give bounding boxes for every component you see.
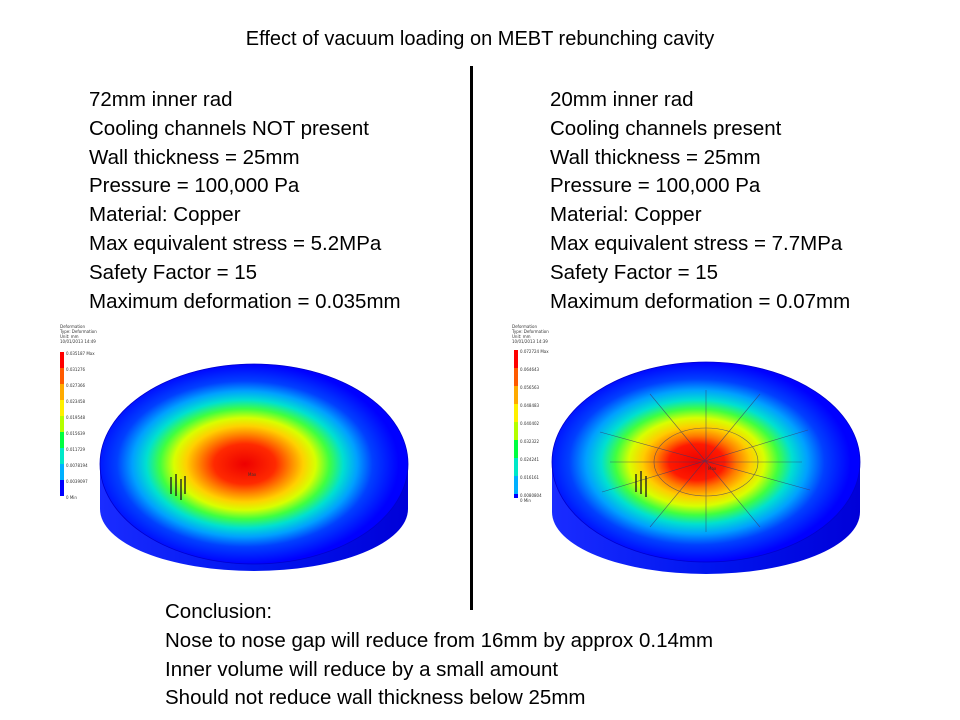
vertical-divider	[470, 66, 473, 610]
right-legend-value-10: 0 Min	[520, 498, 531, 503]
left-legend-value-9: 0.0039097	[66, 479, 88, 484]
left-deformation-plot: Deformation Type: Deformation Unit: mm 1…	[59, 324, 409, 571]
left-legend: Deformation Type: Deformation Unit: mm 1…	[59, 324, 97, 500]
conclusion-block: Conclusion: Nose to nose gap will reduce…	[165, 598, 713, 713]
left-legend-value-6: 0.015639	[66, 431, 86, 436]
left-legend-date: 10/01/2013 14:49	[60, 339, 96, 344]
right-inner-radius: 20mm inner rad	[550, 88, 694, 111]
right-legend-date: 10/01/2013 14:39	[512, 339, 548, 344]
right-safety-factor: Safety Factor = 15	[550, 260, 719, 284]
right-deformation-plot: Deformation Type: Deformation Unit: mm 1…	[511, 324, 861, 574]
left-legend-value-10: 0 Min	[66, 495, 77, 500]
right-cooling-channel-lines	[599, 390, 811, 532]
right-legend-value-8: 0.016161	[520, 475, 540, 480]
right-probe-marks	[635, 471, 647, 497]
conclusion-heading: Conclusion:	[165, 600, 273, 623]
left-legend-value-4: 0.023458	[66, 399, 86, 404]
left-safety-factor: Safety Factor = 15	[89, 260, 258, 284]
right-legend-value-9: 0.0080804	[520, 493, 542, 498]
slide-title: Effect of vacuum loading on MEBT rebunch…	[245, 28, 715, 50]
left-legend-type: Type: Deformation	[59, 329, 97, 334]
right-max-stress: Max equivalent stress = 7.7MPa	[550, 231, 843, 255]
right-legend-type: Type: Deformation	[511, 329, 549, 334]
right-legend-value-6: 0.032322	[520, 439, 540, 444]
right-legend-value-7: 0.024241	[520, 457, 540, 462]
left-legend-value-8: 0.0078194	[66, 463, 88, 468]
right-legend-value-3: 0.056563	[520, 385, 540, 390]
right-legend-value-5: 0.040402	[520, 421, 540, 426]
conclusion-gap: Nose to nose gap will reduce from 16mm b…	[165, 628, 714, 652]
left-material: Material: Copper	[89, 203, 241, 227]
left-probe-marks	[170, 474, 186, 500]
left-pressure: Pressure = 100,000 Pa	[89, 174, 300, 198]
right-wall-thickness: Wall thickness = 25mm	[550, 145, 761, 169]
conclusion-wall-thickness: Should not reduce wall thickness below 2…	[165, 686, 586, 710]
right-legend-value-2: 0.064643	[520, 367, 540, 372]
left-legend-unit: Unit: mm	[60, 334, 79, 339]
left-cooling-channels: Cooling channels NOT present	[89, 116, 369, 140]
right-pressure: Pressure = 100,000 Pa	[550, 174, 761, 198]
right-legend-title: Deformation	[512, 324, 537, 329]
conclusion-volume: Inner volume will reduce by a small amou…	[165, 657, 559, 681]
left-legend-value-5: 0.019548	[66, 415, 86, 420]
left-inner-radius: 72mm inner rad	[89, 88, 233, 111]
left-wall-thickness: Wall thickness = 25mm	[89, 145, 300, 169]
left-legend-value-7: 0.011729	[66, 447, 86, 452]
left-case-parameters: 72mm inner rad Cooling channels NOT pres…	[89, 86, 401, 316]
right-legend: Deformation Type: Deformation Unit: mm 1…	[511, 324, 549, 503]
left-legend-title: Deformation	[60, 324, 85, 329]
right-max-deformation: Maximum deformation = 0.07mm	[550, 289, 851, 313]
right-cooling-channels: Cooling channels present	[550, 116, 782, 140]
left-disk-top	[100, 364, 408, 564]
right-case-parameters: 20mm inner rad Cooling channels present …	[550, 86, 850, 316]
right-legend-unit: Unit: mm	[512, 334, 531, 339]
left-legend-value-2: 0.031276	[66, 367, 86, 372]
left-max-deformation: Maximum deformation = 0.035mm	[89, 289, 401, 313]
right-legend-value-1: 0.072724 Max	[520, 349, 549, 354]
left-legend-value-1: 0.035187 Max	[66, 351, 95, 356]
right-max-marker: Max	[708, 466, 717, 471]
left-max-marker: Max	[248, 472, 257, 477]
left-legend-value-3: 0.027366	[66, 383, 86, 388]
right-legend-value-4: 0.048483	[520, 403, 540, 408]
right-material: Material: Copper	[550, 203, 702, 227]
left-max-stress: Max equivalent stress = 5.2MPa	[89, 231, 382, 255]
